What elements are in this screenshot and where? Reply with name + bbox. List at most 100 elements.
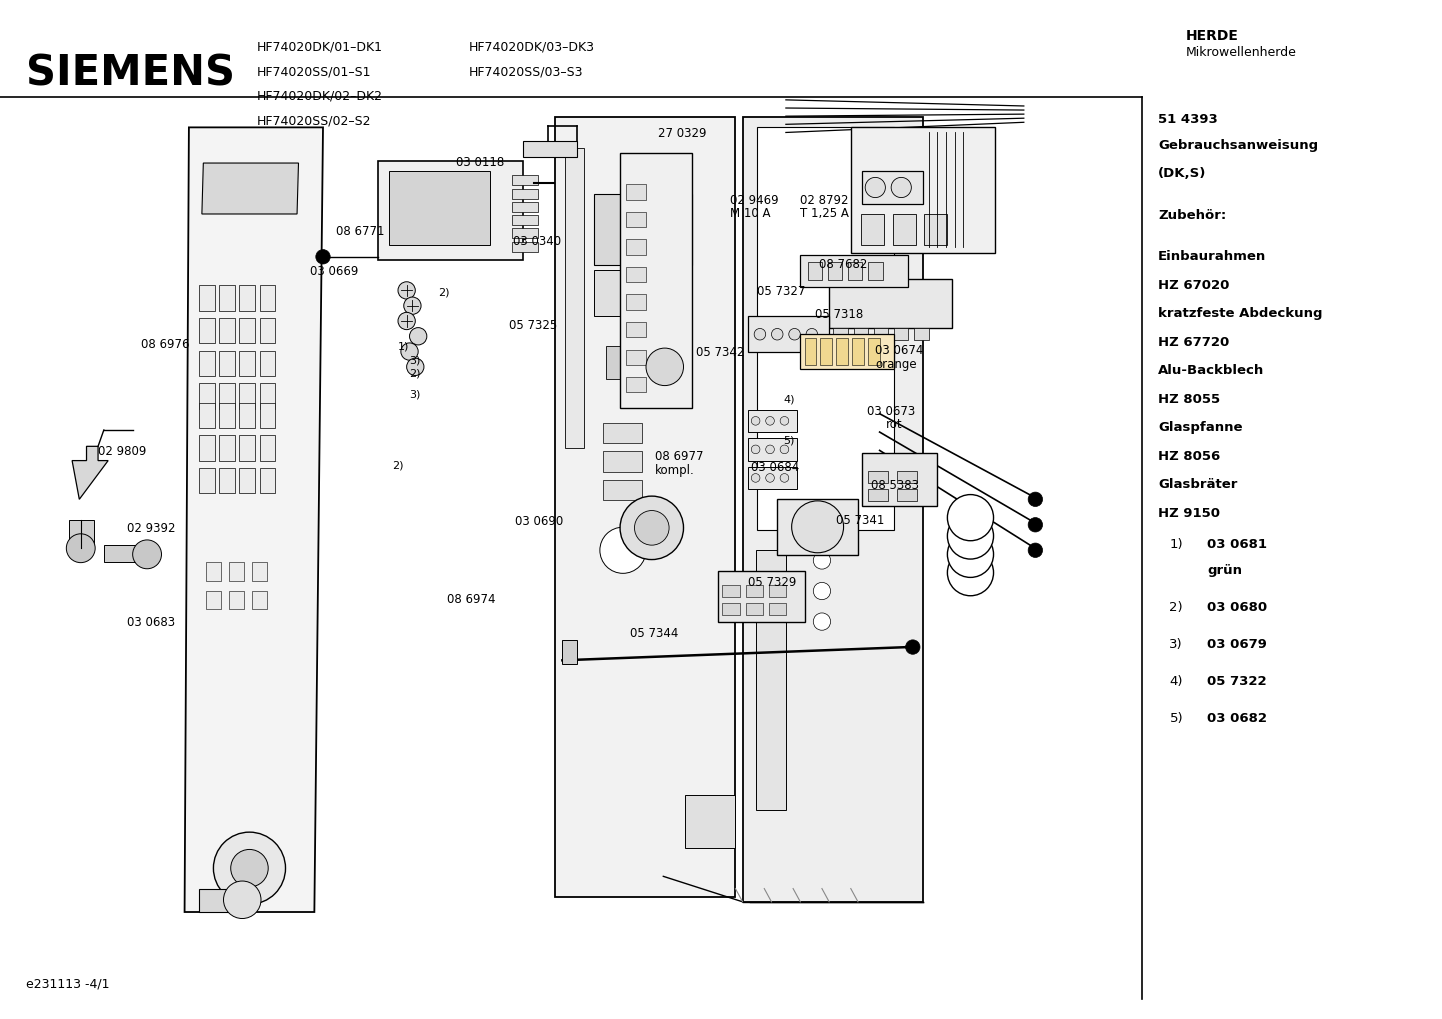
Text: 03 0669: 03 0669	[310, 265, 359, 278]
Circle shape	[947, 494, 994, 541]
Text: T 1,25 A: T 1,25 A	[800, 207, 849, 220]
Text: grün: grün	[1207, 564, 1242, 577]
Text: 03 0673: 03 0673	[867, 405, 914, 418]
Text: 1): 1)	[398, 341, 410, 352]
Text: orange: orange	[875, 358, 917, 371]
Polygon shape	[829, 279, 952, 328]
Polygon shape	[594, 194, 692, 265]
Polygon shape	[512, 242, 538, 252]
Circle shape	[401, 343, 418, 360]
Polygon shape	[199, 285, 215, 311]
Text: 05 7342: 05 7342	[696, 346, 746, 360]
Text: HF74020SS/03–S3: HF74020SS/03–S3	[469, 65, 583, 78]
Polygon shape	[626, 212, 646, 227]
Polygon shape	[219, 318, 235, 343]
Polygon shape	[748, 467, 797, 489]
Text: 2): 2)	[392, 461, 404, 471]
Polygon shape	[219, 435, 235, 461]
Polygon shape	[260, 285, 275, 311]
Polygon shape	[914, 328, 929, 340]
Polygon shape	[603, 423, 642, 443]
Text: HZ 9150: HZ 9150	[1158, 506, 1220, 520]
Polygon shape	[852, 338, 864, 365]
Circle shape	[398, 282, 415, 299]
Circle shape	[771, 328, 783, 340]
Circle shape	[213, 833, 286, 904]
Polygon shape	[239, 351, 255, 376]
Polygon shape	[252, 591, 267, 609]
Polygon shape	[748, 410, 797, 432]
Polygon shape	[219, 351, 235, 376]
Polygon shape	[565, 148, 584, 448]
Circle shape	[66, 534, 95, 562]
Polygon shape	[620, 153, 692, 408]
Circle shape	[813, 583, 831, 599]
Circle shape	[751, 445, 760, 453]
Text: HZ 67020: HZ 67020	[1158, 278, 1229, 291]
Polygon shape	[718, 571, 805, 622]
Polygon shape	[626, 184, 646, 200]
Polygon shape	[828, 262, 842, 280]
Circle shape	[865, 177, 885, 198]
Polygon shape	[746, 585, 763, 597]
Polygon shape	[800, 334, 894, 369]
Polygon shape	[893, 214, 916, 245]
Polygon shape	[777, 499, 858, 555]
Text: 08 6974: 08 6974	[447, 593, 496, 606]
Text: 08 6771: 08 6771	[336, 225, 385, 238]
Polygon shape	[833, 328, 848, 340]
Polygon shape	[260, 435, 275, 461]
Circle shape	[891, 177, 911, 198]
Text: 27 0329: 27 0329	[658, 127, 707, 141]
Polygon shape	[260, 351, 275, 376]
Circle shape	[600, 527, 646, 574]
Polygon shape	[72, 446, 108, 499]
Text: 03 0679: 03 0679	[1207, 638, 1268, 651]
Text: 5): 5)	[1169, 712, 1182, 726]
Polygon shape	[862, 453, 937, 506]
Text: HF74020DK/01–DK1: HF74020DK/01–DK1	[257, 41, 382, 54]
Polygon shape	[722, 585, 740, 597]
Circle shape	[780, 417, 789, 425]
Circle shape	[906, 640, 920, 654]
Text: 4): 4)	[783, 394, 795, 405]
Polygon shape	[199, 318, 215, 343]
Text: 2): 2)	[1169, 601, 1182, 614]
Polygon shape	[585, 192, 611, 211]
Text: e231113 -4/1: e231113 -4/1	[26, 977, 110, 990]
Circle shape	[806, 328, 818, 340]
Text: HZ 67720: HZ 67720	[1158, 335, 1229, 348]
Circle shape	[789, 328, 800, 340]
Circle shape	[813, 613, 831, 630]
Polygon shape	[862, 171, 923, 204]
Text: 3): 3)	[410, 356, 421, 366]
Polygon shape	[206, 562, 221, 581]
Text: Glasbräter: Glasbräter	[1158, 478, 1237, 491]
Text: 03 0682: 03 0682	[1207, 712, 1268, 726]
Text: Einbaurahmen: Einbaurahmen	[1158, 250, 1266, 263]
Text: 05 7327: 05 7327	[757, 285, 806, 299]
Polygon shape	[512, 215, 538, 225]
Text: 08 5383: 08 5383	[871, 479, 919, 492]
Text: 08 6976: 08 6976	[141, 338, 190, 352]
Polygon shape	[594, 270, 656, 316]
Circle shape	[754, 328, 766, 340]
Polygon shape	[69, 520, 94, 545]
Polygon shape	[199, 468, 215, 493]
Polygon shape	[851, 127, 995, 253]
Polygon shape	[808, 262, 822, 280]
Polygon shape	[199, 383, 215, 409]
Polygon shape	[512, 228, 538, 238]
Circle shape	[224, 881, 261, 918]
Text: 03 0684: 03 0684	[751, 461, 799, 474]
Circle shape	[398, 313, 415, 329]
Text: 3): 3)	[410, 389, 421, 399]
Circle shape	[634, 511, 669, 545]
Circle shape	[947, 513, 994, 559]
Circle shape	[404, 298, 421, 314]
Polygon shape	[239, 383, 255, 409]
Polygon shape	[219, 383, 235, 409]
Polygon shape	[722, 603, 740, 615]
Polygon shape	[239, 318, 255, 343]
Polygon shape	[512, 175, 538, 185]
